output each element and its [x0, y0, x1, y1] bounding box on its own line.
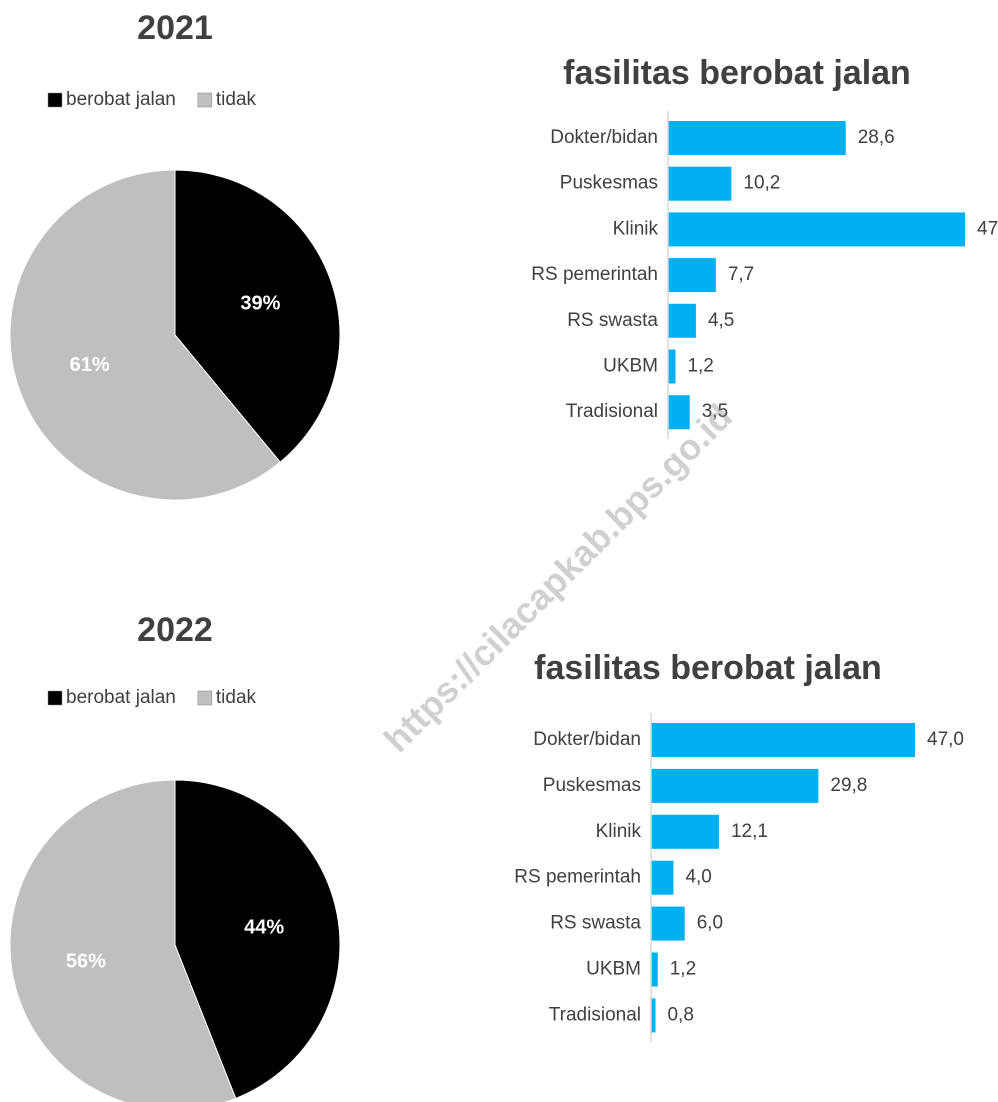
data-label: 4,0	[685, 867, 711, 888]
pie-slice	[174, 779, 341, 1100]
data-label: 47,0	[927, 729, 964, 750]
bar	[651, 814, 719, 849]
bar	[668, 121, 846, 155]
data-label: 7,7	[728, 264, 754, 285]
legend-label: berobat jalan	[66, 687, 176, 708]
bar	[651, 998, 656, 1033]
legend-label: berobat jalan	[66, 89, 176, 110]
bar	[651, 723, 915, 757]
category-label: Tradisional	[566, 401, 658, 422]
bar	[668, 212, 965, 247]
data-label: 12,1	[731, 821, 768, 842]
legend-swatch	[47, 690, 63, 706]
bar	[651, 906, 685, 941]
bar	[651, 768, 819, 803]
bar	[651, 860, 674, 895]
data-label: 10,2	[743, 173, 780, 194]
bar	[668, 349, 676, 384]
data-label: 1,2	[687, 356, 713, 377]
category-label: RS pemerintah	[514, 867, 641, 888]
legend-swatch	[197, 92, 213, 108]
watermark: https://cilacapkab.bps.go.id	[376, 396, 740, 760]
bar	[668, 166, 732, 201]
data-label: 1,2	[670, 959, 696, 980]
pie-slice	[9, 779, 237, 1102]
category-label: RS swasta	[550, 913, 641, 934]
legend-label: tidak	[216, 687, 257, 708]
category-label: Puskesmas	[560, 173, 658, 194]
data-label: 61%	[70, 354, 110, 376]
category-label: Klinik	[596, 821, 642, 842]
legend-swatch	[47, 92, 63, 108]
bar	[668, 258, 716, 293]
data-label: 44%	[244, 916, 284, 938]
pie-slice	[174, 169, 341, 463]
category-label: RS swasta	[567, 310, 658, 331]
legend-label: tidak	[216, 89, 257, 110]
data-label: 28,6	[858, 127, 895, 148]
category-label: Tradisional	[549, 1004, 641, 1025]
data-label: 29,8	[830, 775, 867, 796]
data-label: 39%	[240, 293, 280, 315]
chart-title: 2021	[137, 9, 213, 47]
pie-slice	[9, 169, 281, 501]
data-label: 4,5	[708, 310, 734, 331]
bar	[668, 303, 696, 338]
bar	[668, 395, 690, 430]
bar	[651, 952, 658, 987]
data-label: 56%	[66, 950, 106, 972]
data-label: 3,5	[702, 401, 728, 422]
chart-title: 2022	[137, 611, 213, 649]
legend-swatch	[197, 690, 213, 706]
category-label: UKBM	[603, 356, 658, 377]
data-label: 0,8	[667, 1004, 693, 1025]
data-label: 47,8	[977, 218, 998, 239]
category-label: Puskesmas	[543, 775, 641, 796]
category-label: Dokter/bidan	[550, 127, 658, 148]
category-label: Dokter/bidan	[533, 729, 641, 750]
category-label: RS pemerintah	[531, 264, 658, 285]
chart-title: fasilitas berobat jalan	[534, 649, 882, 687]
category-label: Klinik	[613, 218, 659, 239]
chart-title: fasilitas berobat jalan	[563, 54, 911, 92]
data-label: 6,0	[697, 913, 723, 934]
category-label: UKBM	[586, 959, 641, 980]
